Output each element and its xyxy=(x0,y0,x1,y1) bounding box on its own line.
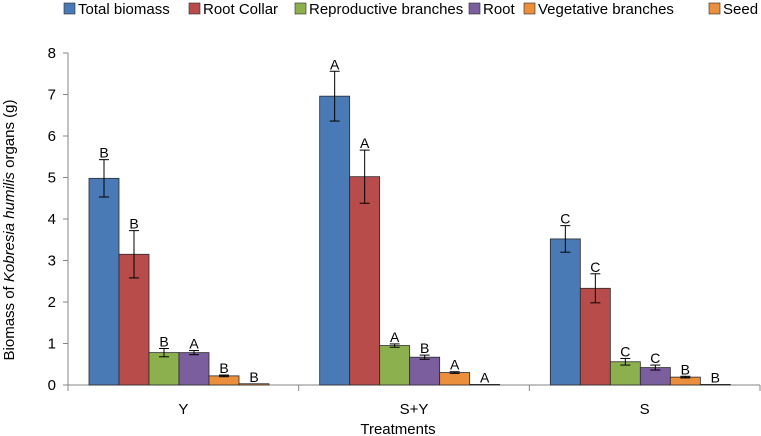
bars: B B B A B B A A A B A A C C C C B B xyxy=(88,56,731,386)
significance-label: B xyxy=(219,360,228,376)
bar xyxy=(178,352,210,386)
bar xyxy=(379,345,411,386)
significance-label: B xyxy=(159,333,168,349)
bar xyxy=(88,177,120,386)
legend-swatch xyxy=(523,2,536,15)
significance-label: B xyxy=(129,216,138,232)
significance-label: B xyxy=(681,361,690,377)
bar xyxy=(469,383,501,386)
legend-swatch xyxy=(294,2,307,15)
legend-label: Root Collar xyxy=(203,1,278,18)
legend-swatch xyxy=(468,2,481,15)
significance-label: A xyxy=(330,56,340,72)
y-tick-label: 6 xyxy=(48,128,56,145)
y-axis-title: Biomass of Kobresia humilis organs (g) xyxy=(1,100,18,361)
significance-label: A xyxy=(189,336,199,352)
y-tick-label: 7 xyxy=(48,87,56,104)
significance-label: C xyxy=(560,211,570,227)
x-tick-label: Y xyxy=(178,401,188,418)
y-tick-label: 0 xyxy=(48,377,56,394)
bar xyxy=(439,372,471,386)
bar xyxy=(349,176,381,386)
legend-label: Vegetative branches xyxy=(538,1,674,18)
significance-label: B xyxy=(420,340,429,356)
bar xyxy=(579,287,611,386)
significance-label: C xyxy=(590,259,600,275)
legend-label: Total biomass xyxy=(78,1,170,18)
bar xyxy=(148,352,180,386)
legend: Total biomass Root Collar Reproductive bra… xyxy=(63,1,758,18)
legend-label: Reproductive branches xyxy=(309,1,463,18)
x-axis: Y S+Y S xyxy=(67,384,761,418)
legend-label: Root xyxy=(483,1,516,18)
legend-swatch xyxy=(63,2,76,15)
y-axis: 0 1 2 3 4 5 6 7 8 xyxy=(48,45,69,394)
bar xyxy=(549,238,581,386)
significance-label: B xyxy=(249,369,258,385)
bar xyxy=(409,356,441,386)
x-tick-label: S xyxy=(640,401,650,418)
legend-label: Seed xyxy=(723,1,758,18)
y-tick-label: 2 xyxy=(48,294,56,311)
legend-swatch xyxy=(708,2,721,15)
y-tick-label: 5 xyxy=(48,170,56,187)
y-tick-label: 8 xyxy=(48,45,56,62)
significance-label: B xyxy=(99,145,108,161)
significance-label: C xyxy=(650,350,660,366)
significance-label: A xyxy=(480,370,490,386)
significance-label: A xyxy=(390,329,400,345)
significance-label: A xyxy=(450,357,460,373)
y-tick-label: 4 xyxy=(48,211,56,228)
bar xyxy=(699,383,731,386)
significance-label: A xyxy=(360,135,370,151)
significance-label: B xyxy=(711,370,720,386)
bar xyxy=(238,383,270,386)
bar xyxy=(319,95,351,386)
y-tick-label: 1 xyxy=(48,336,56,353)
x-axis-title: Treatments xyxy=(360,421,435,436)
y-tick-label: 3 xyxy=(48,253,56,270)
significance-label: C xyxy=(620,343,630,359)
bar xyxy=(208,375,240,386)
legend-swatch xyxy=(188,2,201,15)
x-tick-label: S+Y xyxy=(400,401,429,418)
